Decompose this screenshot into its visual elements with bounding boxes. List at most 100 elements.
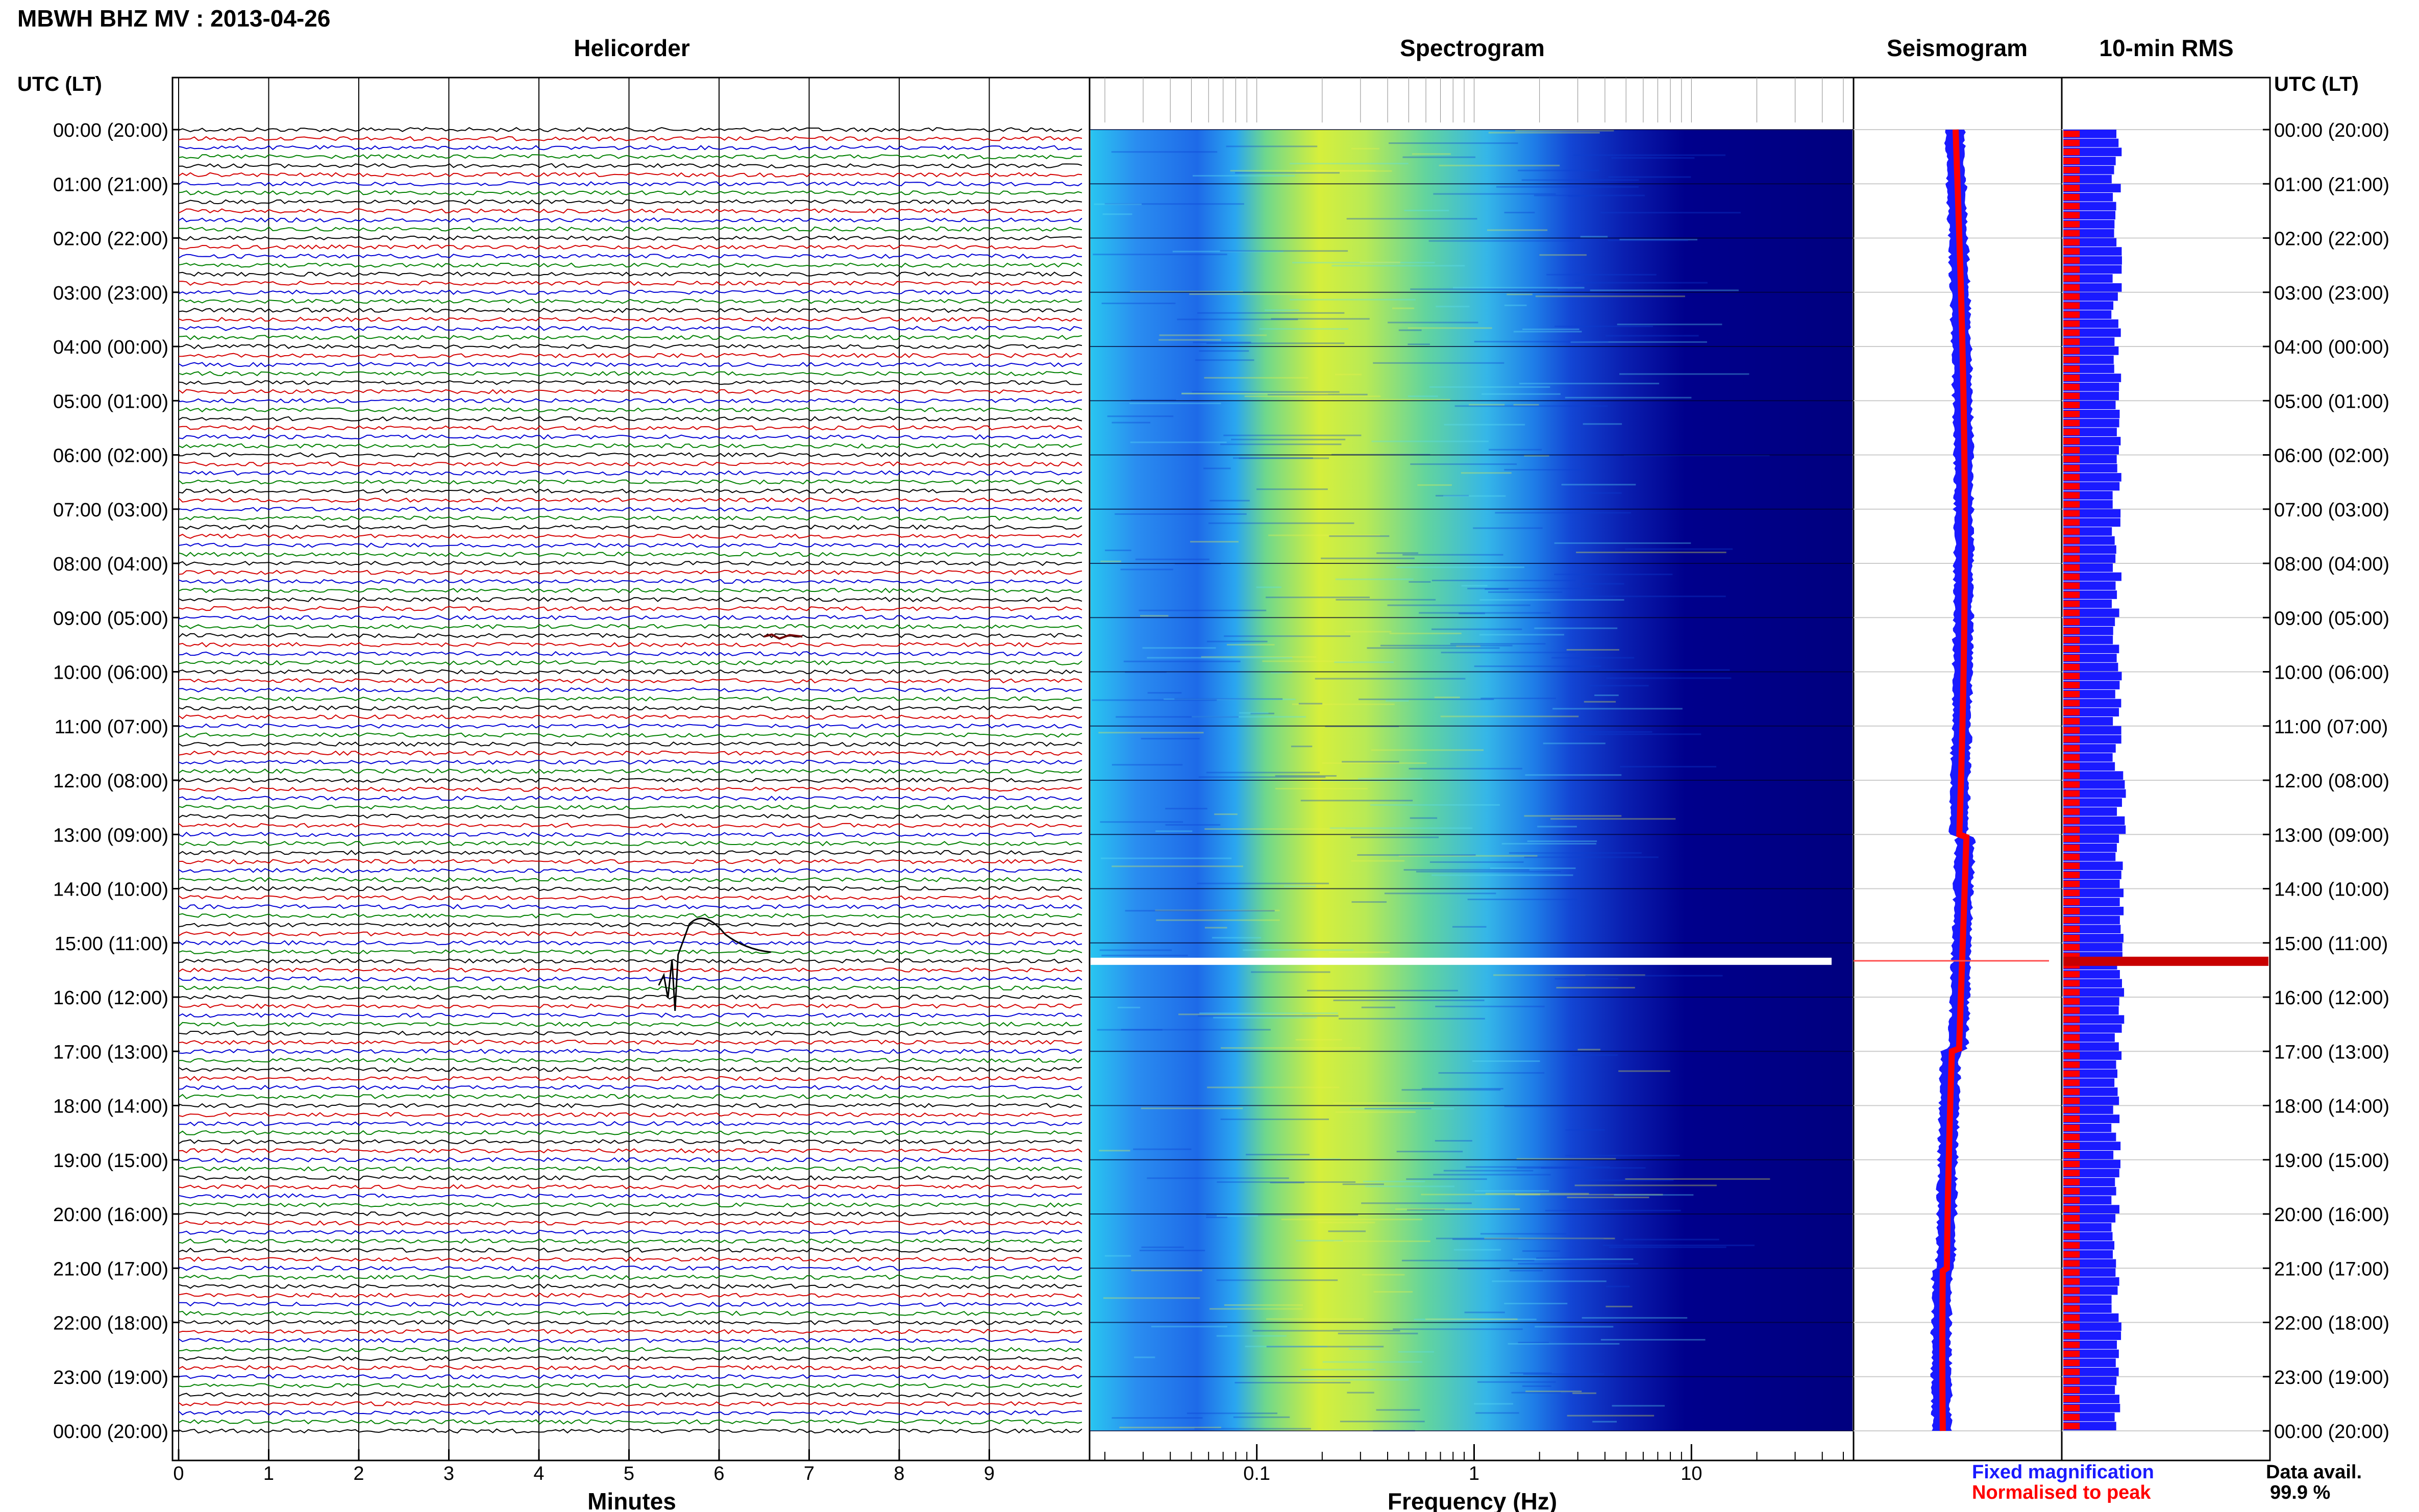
spectrogram-streak — [1204, 377, 1309, 379]
spectrogram-streak — [1515, 1194, 1663, 1196]
rms-bar-normalised — [2063, 1152, 2080, 1158]
helicorder-trace — [178, 163, 1082, 168]
spectrogram-streak — [1387, 604, 1531, 606]
time-label-right: 07:00 (03:00) — [2274, 500, 2389, 521]
time-label-left: 22:00 (18:00) — [53, 1313, 168, 1334]
spectrogram-streak — [1409, 581, 1431, 583]
spectrogram-streak — [1221, 1047, 1361, 1049]
time-label-right: 16:00 (12:00) — [2274, 987, 2389, 1009]
rms-bar-normalised — [2063, 1396, 2080, 1402]
helicorder-trace — [178, 813, 1082, 820]
helicorder-trace — [178, 362, 1082, 367]
helicorder-trace — [178, 1130, 1082, 1135]
spectrogram-streak — [1515, 130, 1614, 132]
helicorder-trace — [178, 127, 1082, 133]
time-label-left: 05:00 (01:00) — [53, 391, 168, 412]
spectrogram-streak — [1554, 574, 1673, 576]
rms-title: 10-min RMS — [2099, 35, 2233, 61]
helicorder-trace — [178, 867, 1082, 874]
spectrogram-streak — [1159, 334, 1267, 336]
rms-bar-normalised — [2063, 1350, 2080, 1357]
rms-bar-normalised — [2063, 158, 2080, 164]
spectrogram-streak — [1216, 1279, 1338, 1281]
rms-bar-normalised — [2063, 221, 2080, 228]
spectrogram-streak — [1198, 1015, 1339, 1017]
time-label-right: 00:00 (20:00) — [2274, 1421, 2389, 1443]
spectrogram-streak — [1130, 441, 1227, 443]
spectrogram-streak — [1480, 1233, 1567, 1235]
spectrogram-streak — [1425, 1318, 1518, 1320]
spectrogram-streak — [1360, 261, 1400, 263]
spectrogram-streak — [1511, 1392, 1561, 1394]
spectrogram-streak — [1419, 612, 1551, 614]
spectrogram-streak — [1443, 1170, 1534, 1172]
time-label-right: 04:00 (00:00) — [2274, 337, 2389, 358]
spectrogram-streak — [1342, 761, 1399, 763]
spectrogram-streak — [1507, 293, 1533, 295]
spectrogram-streak — [1433, 193, 1556, 195]
helicorder-trace — [178, 271, 1082, 277]
spectrogram-streak — [1492, 1280, 1607, 1282]
spectrogram-streak — [1619, 239, 1698, 241]
rms-bar-normalised — [2063, 1133, 2080, 1141]
spectrogram-streak — [1335, 374, 1362, 376]
spectrogram-streak — [1398, 855, 1538, 857]
spectrogram-streak — [1322, 762, 1427, 764]
spectrogram-streak — [1389, 632, 1462, 634]
spectrogram-streak — [1611, 157, 1695, 159]
rms-bar-normalised — [2063, 375, 2080, 381]
spectrogram-streak — [1443, 495, 1506, 497]
spectrogram-streak — [1461, 472, 1512, 474]
spectrogram-streak — [1408, 327, 1492, 329]
helicorder-xlabel: Minutes — [587, 1488, 676, 1512]
spectrogram-tick-label: 10 — [1681, 1463, 1702, 1484]
spectrogram-streak — [1522, 328, 1579, 330]
spectrogram-streak — [1606, 335, 1699, 337]
rms-bar-normalised — [2063, 564, 2080, 571]
helicorder-trace — [178, 624, 1082, 630]
spectrogram-streak — [1436, 306, 1470, 308]
rms-bar-normalised — [2063, 1197, 2080, 1204]
spectrogram-streak — [1107, 415, 1174, 417]
spectrogram-streak — [1452, 1238, 1604, 1240]
spectrogram-streak — [1163, 699, 1296, 701]
spectrogram-streak — [1504, 1105, 1584, 1107]
spectrogram-streak — [1435, 1005, 1545, 1007]
spectrogram-streak — [1539, 254, 1587, 256]
spectrogram-streak — [1334, 661, 1394, 663]
spectrogram-streak — [1328, 951, 1390, 953]
helicorder-trace — [178, 524, 1082, 530]
time-label-left: 00:00 (20:00) — [53, 1421, 168, 1443]
helicorder-trace — [178, 759, 1082, 765]
spectrogram-streak — [1479, 634, 1564, 636]
spectrogram-streak — [1556, 986, 1635, 988]
spectrogram-streak — [1099, 949, 1172, 951]
helicorder-trace — [178, 569, 1082, 575]
spectrogram-streak — [1584, 492, 1622, 494]
helicorder-trace — [178, 1148, 1082, 1154]
spectrogram-streak — [1243, 949, 1354, 951]
spectrogram-streak — [1104, 203, 1244, 205]
rms-bar-normalised — [2063, 329, 2080, 336]
spectrogram-streak — [1147, 657, 1293, 659]
rms-bar-normalised — [2063, 1079, 2080, 1086]
spectrogram-xlabel: Frequency (Hz) — [1388, 1488, 1557, 1512]
spectrogram-streak — [1534, 194, 1645, 196]
time-label-right: 08:00 (04:00) — [2274, 554, 2389, 575]
spectrogram-streak — [1618, 1070, 1670, 1072]
spectrogram-streak — [1339, 1018, 1485, 1020]
helicorder-tick-label: 9 — [984, 1463, 995, 1484]
spectrogram-streak — [1335, 1111, 1416, 1113]
rms-bar-normalised — [2063, 275, 2080, 282]
rms-bar-normalised — [2063, 889, 2080, 897]
helicorder-trace — [178, 1329, 1082, 1334]
spectrogram-streak — [1121, 1029, 1271, 1031]
rms-bar-normalised — [2063, 826, 2080, 833]
helicorder-trace — [178, 895, 1082, 901]
spectrogram-streak — [1508, 1343, 1620, 1345]
helicorder-trace — [178, 823, 1082, 828]
helicorder-trace — [178, 1356, 1082, 1361]
helicorder-trace — [178, 154, 1082, 160]
helicorder-trace — [178, 1112, 1082, 1118]
rms-bar-normalised — [2063, 537, 2080, 544]
